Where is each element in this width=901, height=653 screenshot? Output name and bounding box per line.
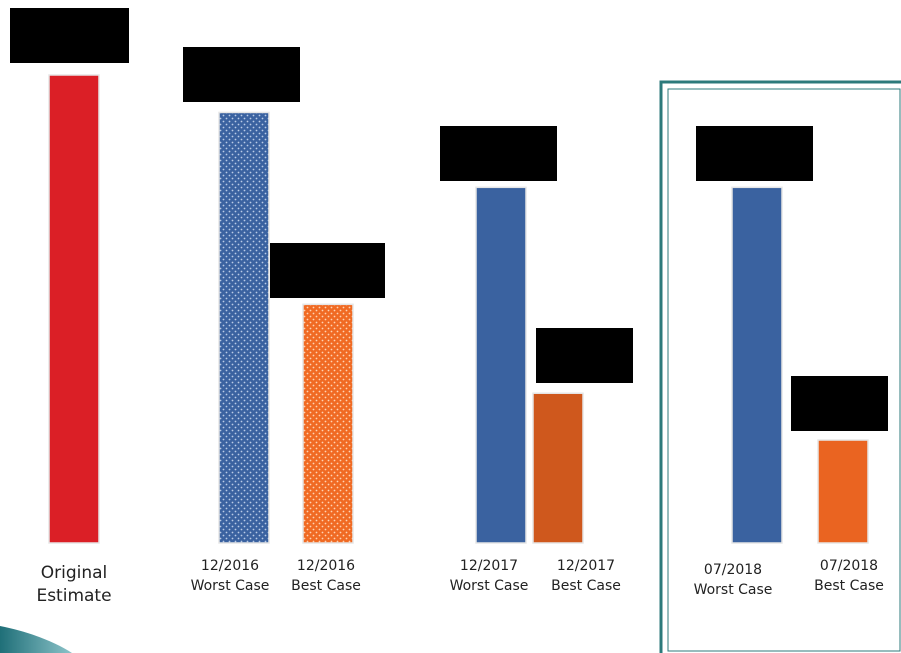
redactions-layer bbox=[10, 8, 888, 431]
bar-0 bbox=[48, 74, 100, 544]
corner-decoration bbox=[0, 626, 72, 653]
category-labels: Original Estimate 12/2016 Worst Case 12/2016… bbox=[36, 558, 883, 606]
category-label-1: 12/2016 Worst Case bbox=[191, 558, 270, 594]
redacted-data-label-5 bbox=[696, 126, 813, 181]
redacted-data-label-0 bbox=[10, 8, 129, 63]
category-label-2: 12/2016 Best Case bbox=[291, 558, 361, 594]
category-label-0: Original Estimate bbox=[36, 563, 111, 606]
bar-6 bbox=[817, 439, 869, 544]
redacted-data-label-6 bbox=[791, 376, 888, 431]
redacted-data-label-3 bbox=[440, 126, 557, 181]
bar-4 bbox=[532, 392, 584, 544]
category-label-5: 07/2018 Worst Case bbox=[694, 562, 773, 598]
category-label-4: 12/2017 Best Case bbox=[551, 558, 621, 594]
redacted-data-label-2 bbox=[270, 243, 385, 298]
bar-5 bbox=[731, 186, 783, 544]
bar-2 bbox=[302, 303, 354, 544]
redacted-data-label-4 bbox=[536, 328, 633, 383]
redacted-data-label-1 bbox=[183, 47, 300, 102]
highlight-frame bbox=[659, 80, 901, 653]
bar-3 bbox=[475, 186, 527, 544]
bar-1 bbox=[218, 111, 270, 544]
category-label-6: 07/2018 Best Case bbox=[814, 558, 884, 594]
category-label-3: 12/2017 Worst Case bbox=[450, 558, 529, 594]
bars-layer bbox=[48, 74, 869, 544]
